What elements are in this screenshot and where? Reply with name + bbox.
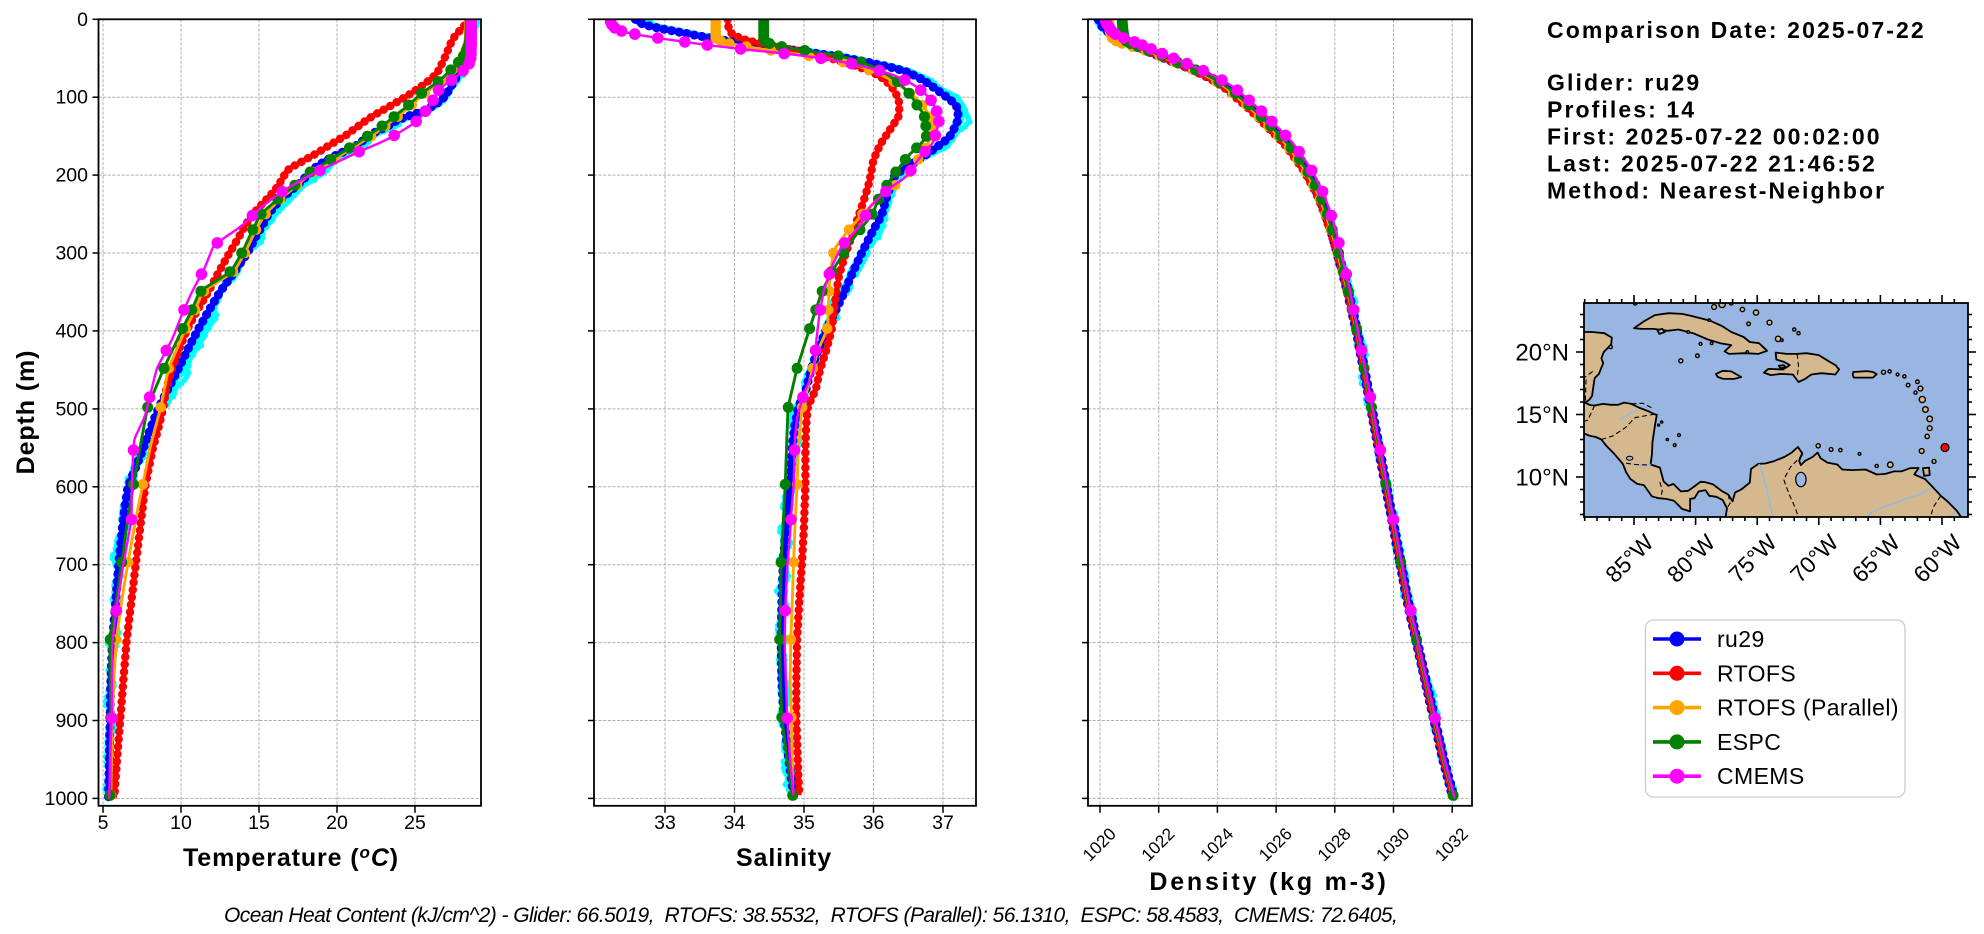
svg-text:1028: 1028 bbox=[1313, 824, 1354, 865]
svg-text:10°N: 10°N bbox=[1515, 465, 1569, 492]
svg-text:Temperature (oC): Temperature (oC) bbox=[183, 843, 399, 872]
svg-text:900: 900 bbox=[55, 710, 88, 732]
svg-text:80°W: 80°W bbox=[1662, 529, 1721, 588]
svg-text:400: 400 bbox=[55, 320, 88, 342]
svg-text:Comparison Date: 2025-07-22: Comparison Date: 2025-07-22 bbox=[1547, 17, 1926, 43]
svg-text:1026: 1026 bbox=[1255, 824, 1296, 865]
svg-text:600: 600 bbox=[55, 476, 88, 498]
svg-text:20: 20 bbox=[326, 812, 348, 834]
svg-text:1020: 1020 bbox=[1078, 824, 1119, 865]
svg-text:85°W: 85°W bbox=[1600, 529, 1659, 588]
svg-text:10: 10 bbox=[170, 812, 192, 834]
svg-text:60°W: 60°W bbox=[1908, 529, 1967, 588]
svg-text:300: 300 bbox=[55, 243, 88, 265]
svg-text:1024: 1024 bbox=[1196, 823, 1238, 865]
svg-text:700: 700 bbox=[55, 554, 88, 576]
svg-text:100: 100 bbox=[55, 87, 88, 109]
svg-text:35: 35 bbox=[793, 812, 815, 834]
svg-text:1022: 1022 bbox=[1137, 824, 1178, 865]
svg-text:65°W: 65°W bbox=[1847, 529, 1906, 588]
svg-text:ru29: ru29 bbox=[1717, 626, 1765, 652]
svg-text:First: 2025-07-22 00:02:00: First: 2025-07-22 00:02:00 bbox=[1547, 124, 1882, 150]
svg-text:RTOFS (Parallel): RTOFS (Parallel) bbox=[1717, 695, 1899, 721]
svg-text:0: 0 bbox=[77, 9, 88, 31]
svg-text:34: 34 bbox=[724, 812, 746, 834]
svg-text:20°N: 20°N bbox=[1515, 340, 1569, 367]
svg-text:500: 500 bbox=[55, 398, 88, 420]
svg-text:Glider: ru29: Glider: ru29 bbox=[1547, 70, 1701, 96]
svg-text:33: 33 bbox=[654, 812, 676, 834]
svg-text:Last: 2025-07-22 21:46:52: Last: 2025-07-22 21:46:52 bbox=[1547, 151, 1877, 177]
svg-text:25: 25 bbox=[404, 812, 426, 834]
svg-text:Depth (m): Depth (m) bbox=[12, 350, 40, 475]
svg-text:37: 37 bbox=[932, 812, 954, 834]
svg-text:75°W: 75°W bbox=[1723, 529, 1782, 588]
svg-text:200: 200 bbox=[55, 165, 88, 187]
svg-text:RTOFS: RTOFS bbox=[1717, 660, 1796, 686]
svg-text:Salinity: Salinity bbox=[736, 844, 832, 872]
svg-text:800: 800 bbox=[55, 632, 88, 654]
svg-text:Profiles: 14: Profiles: 14 bbox=[1547, 97, 1696, 123]
svg-text:Method: Nearest-Neighbor: Method: Nearest-Neighbor bbox=[1547, 178, 1886, 204]
svg-text:CMEMS: CMEMS bbox=[1717, 763, 1805, 789]
svg-text:1032: 1032 bbox=[1431, 824, 1472, 865]
svg-text:5: 5 bbox=[98, 812, 109, 834]
svg-text:1000: 1000 bbox=[45, 788, 89, 810]
svg-text:1030: 1030 bbox=[1372, 824, 1413, 865]
svg-text:ESPC: ESPC bbox=[1717, 729, 1781, 755]
svg-text:70°W: 70°W bbox=[1785, 529, 1844, 588]
svg-text:36: 36 bbox=[863, 812, 885, 834]
svg-text:Ocean Heat Content (kJ/cm^2) -: Ocean Heat Content (kJ/cm^2) - Glider: 6… bbox=[224, 904, 1397, 927]
svg-text:15°N: 15°N bbox=[1515, 402, 1569, 429]
svg-text:15: 15 bbox=[248, 812, 270, 834]
svg-text:Density (kg m-3): Density (kg m-3) bbox=[1149, 868, 1388, 896]
